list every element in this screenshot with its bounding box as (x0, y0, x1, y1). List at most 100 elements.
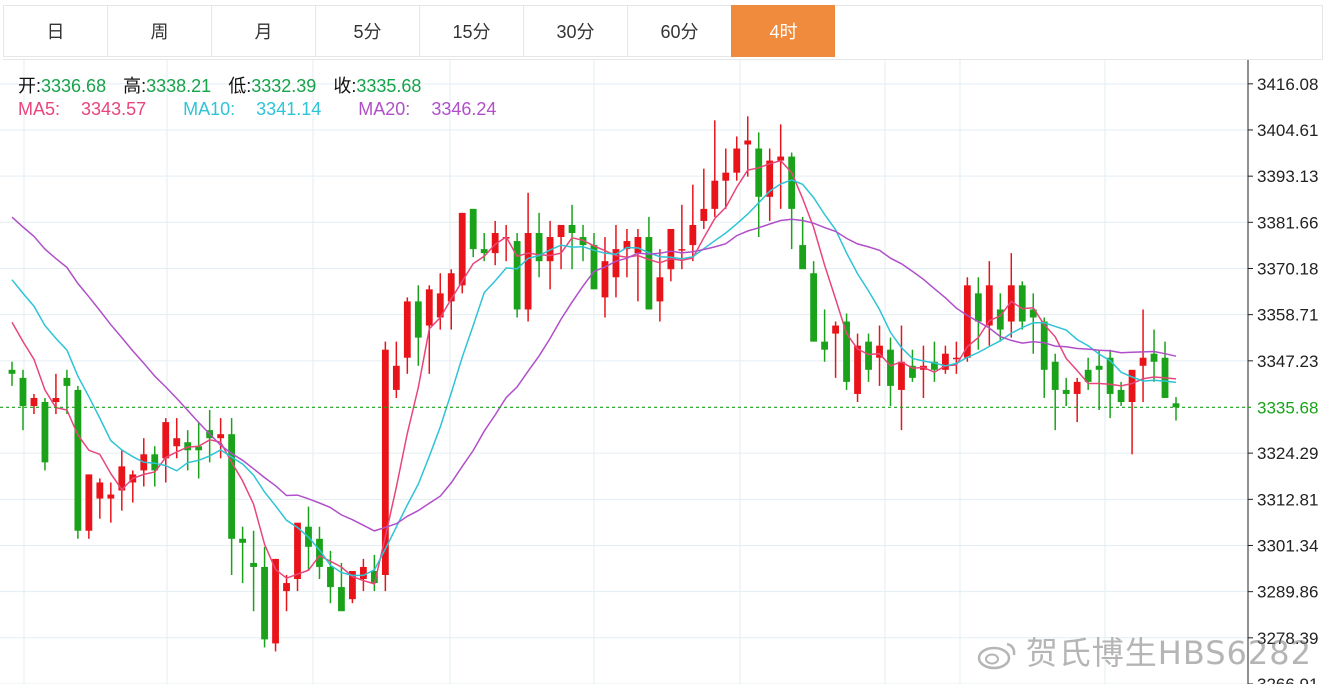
tab-5[interactable]: 30分 (523, 5, 627, 57)
tab-1[interactable]: 周 (107, 5, 211, 57)
tab-6[interactable]: 60分 (627, 5, 731, 57)
ma20-line (11, 216, 1177, 532)
candle-body (535, 233, 543, 262)
tab-2[interactable]: 月 (211, 5, 315, 57)
candle-body (447, 273, 455, 302)
candle-body (623, 241, 631, 250)
candle-body (733, 148, 741, 173)
candle-body (887, 349, 894, 386)
low-value: 3332.39 (251, 76, 317, 96)
watermark-text: 贺氏博生HBS6282 (1025, 634, 1312, 672)
candle-body (349, 570, 356, 600)
candle-body (425, 289, 433, 326)
candle-body (41, 401, 49, 463)
candle-body (777, 156, 785, 161)
candle-body (700, 208, 708, 221)
candle-body (865, 341, 872, 370)
tab-4[interactable]: 15分 (419, 5, 523, 57)
candle-body (272, 558, 279, 644)
candle-body (590, 245, 598, 290)
candle-body (52, 397, 60, 402)
ma10-readout: MA10: 3341.14 (183, 99, 337, 119)
candle-body (381, 349, 389, 576)
candle-body (1128, 369, 1136, 402)
y-tick-label: 3278.39 (1257, 629, 1318, 648)
open-value: 3336.68 (41, 76, 107, 96)
weibo-icon (977, 642, 1016, 670)
ma20-value: 3346.24 (431, 99, 497, 119)
candle-body (1117, 389, 1125, 402)
ma10-value: 3341.14 (256, 99, 322, 119)
candle-body (612, 249, 620, 278)
candle-body (985, 285, 993, 326)
ma20-readout: MA20: 3346.24 (358, 99, 512, 119)
candle-body (667, 228, 675, 270)
candle-body (876, 345, 883, 358)
candle-body (1051, 361, 1059, 390)
candle-body (184, 442, 192, 451)
candle-body (952, 357, 960, 360)
candle-body (195, 446, 203, 451)
candle-body (294, 522, 301, 580)
candle-body (118, 466, 126, 491)
candle-body (480, 249, 488, 254)
high-value: 3338.21 (146, 76, 212, 96)
candle-body (30, 397, 38, 407)
ohlc-readout: 开:3336.68 高:3338.21 低:3332.39 收:3335.68 (18, 72, 433, 98)
candle-body (513, 241, 521, 310)
candle-body (239, 538, 247, 543)
candle-body (96, 482, 104, 499)
candle-body (1007, 285, 1015, 322)
candle-body (832, 325, 839, 334)
y-tick-label: 3381.66 (1257, 213, 1318, 232)
y-tick-label: 3358.71 (1257, 306, 1318, 325)
ma20-label: MA20: (358, 99, 411, 119)
tab-bar-spacer (835, 5, 1323, 59)
candle-body (854, 345, 861, 394)
candle-body (843, 321, 850, 382)
candle-body (799, 245, 807, 270)
ma5-readout: MA5: 3343.57 (18, 99, 162, 119)
tab-7[interactable]: 4时 (731, 5, 835, 57)
ma10-label: MA10: (183, 99, 236, 119)
candle-body (821, 341, 829, 350)
candle-body (722, 172, 730, 181)
candle-body (436, 293, 444, 318)
y-tick-label: 3393.13 (1257, 167, 1318, 186)
y-tick-label: 3324.29 (1257, 444, 1318, 463)
candle-body (173, 438, 181, 447)
y-tick-label: 3347.23 (1257, 352, 1318, 371)
candle-body (909, 365, 916, 378)
tab-3[interactable]: 5分 (315, 5, 419, 57)
candle-body (392, 365, 400, 390)
candle-body (1029, 309, 1037, 318)
timeframe-tabs: 日周月 5分 15分 30分 60分 4时 (3, 5, 1323, 60)
high-label: 高: (123, 76, 147, 96)
tab-0[interactable]: 日 (3, 5, 107, 57)
candle-body (1095, 365, 1103, 370)
candle-body (162, 422, 170, 459)
watermark: 贺氏博生HBS6282 (976, 628, 1312, 674)
candle-body (1172, 403, 1180, 408)
candle-body (634, 237, 642, 254)
candle-body (250, 562, 257, 567)
candle-body (941, 353, 949, 370)
candle-body (74, 389, 82, 531)
y-tick-label: 3266.91 (1257, 675, 1318, 684)
candle-body (689, 224, 697, 246)
candle-body (568, 224, 576, 234)
candle-body (788, 156, 796, 209)
candle-body (963, 285, 971, 358)
candle-body (8, 369, 16, 374)
candle-body (766, 160, 774, 197)
candle-body (810, 273, 818, 342)
candle-body (370, 570, 378, 584)
ma5-label: MA5: (18, 99, 61, 119)
candle-body (1150, 353, 1158, 362)
candle-body (974, 293, 982, 322)
ma5-value: 3343.57 (81, 99, 147, 119)
candle-body (1040, 321, 1048, 370)
last-price-label: 3335.68 (1257, 398, 1318, 417)
candle-body (469, 208, 477, 250)
candle-body (1073, 381, 1081, 394)
